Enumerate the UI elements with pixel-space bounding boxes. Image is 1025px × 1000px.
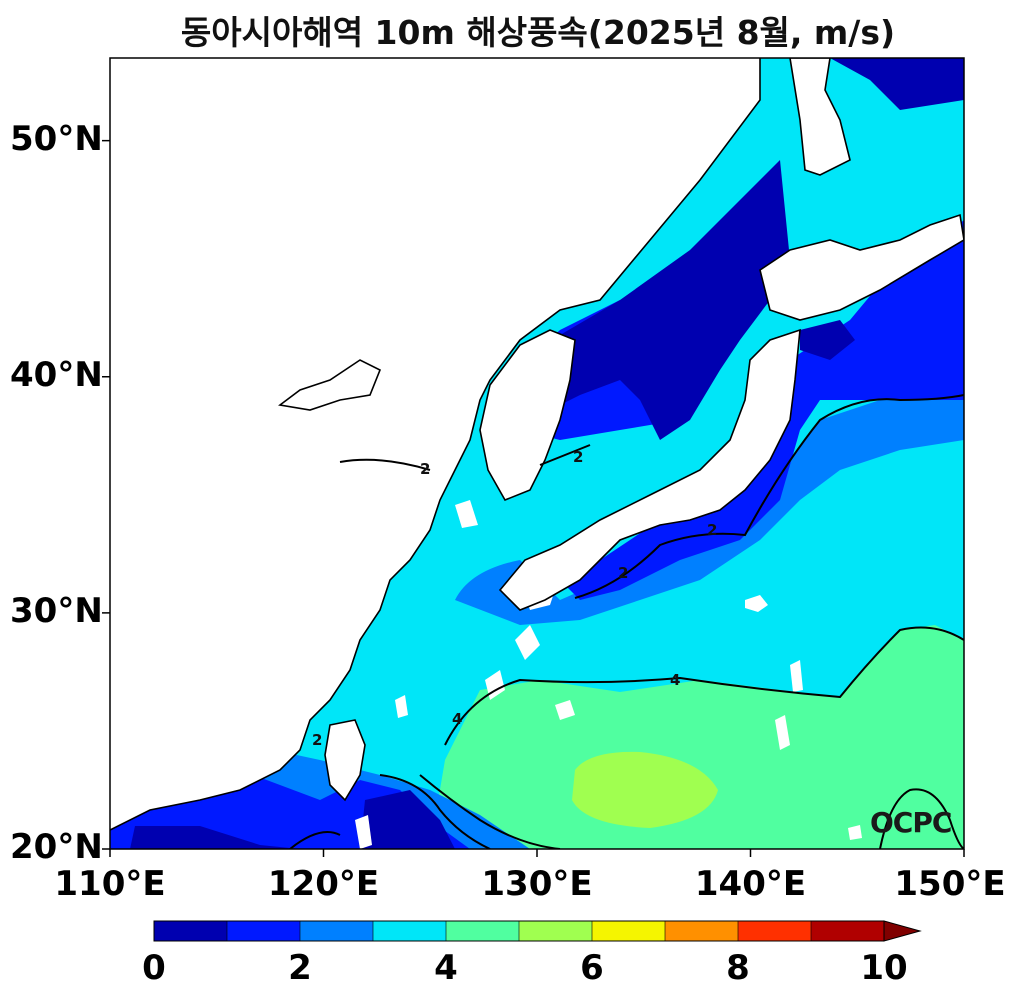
lon-tick-label: 120°E	[267, 864, 380, 904]
fill-band-4-5	[900, 785, 964, 849]
axis-ticks	[102, 139, 965, 857]
colorbar-segment	[665, 921, 738, 941]
land-island	[395, 695, 408, 718]
colorbar-tick-label: 2	[288, 948, 312, 988]
fill-band-2-3	[455, 400, 964, 625]
land-island	[455, 500, 478, 528]
lon-tick-label: 130°E	[481, 864, 593, 904]
lat-tick-label: 20°N	[10, 827, 103, 867]
colorbar-segment	[154, 921, 227, 941]
contour-label: 2	[618, 564, 628, 582]
colorbar-segment	[446, 921, 519, 941]
coastline-japan	[498, 328, 801, 611]
land-china	[110, 58, 760, 830]
coastline-taiwan	[324, 719, 366, 802]
contour-label: 2	[312, 731, 322, 749]
contour-line-2-east	[574, 394, 964, 599]
ocpc-logo: OCPC	[870, 806, 952, 839]
lat-tick-label: 40°N	[10, 354, 103, 395]
fill-band-1-2	[560, 58, 964, 600]
contour-label: 4	[452, 710, 462, 728]
colorbar-segment	[373, 921, 446, 941]
lat-tick-label: 30°N	[10, 590, 103, 631]
colorbar-tick-label: 4	[434, 948, 458, 988]
contour-line-2-yellowsea	[339, 458, 431, 471]
contour-label: 2	[420, 460, 430, 478]
land-island	[775, 715, 790, 750]
fill-band-5-6	[572, 751, 718, 828]
lon-tick-label: 110°E	[54, 864, 166, 904]
land-island	[848, 825, 862, 840]
colorbar-tick-label: 0	[142, 948, 166, 988]
contour-line-2-south	[379, 774, 491, 849]
contour-labels: 2 2 2 2 4 4 2	[312, 448, 717, 749]
lon-tick-label: 140°E	[694, 864, 807, 904]
colorbar-segment	[519, 921, 592, 941]
coastlines	[110, 58, 964, 831]
land-korea	[480, 330, 575, 500]
colorbar-extend-arrow	[883, 920, 922, 942]
contour-line-4	[444, 626, 964, 746]
map-title: 동아시아해역 10m 해상풍속(2025년 8월, m/s)	[180, 13, 896, 52]
land-japan	[500, 330, 800, 610]
colorbar-segment	[811, 921, 884, 941]
colorbar-segment	[592, 921, 665, 941]
lon-tick-label: 150°E	[894, 864, 1006, 904]
coastline-korea	[479, 329, 576, 502]
land-hokkaido	[760, 215, 964, 320]
land-island	[555, 700, 575, 720]
fill-band-0-1	[800, 58, 964, 360]
colorbar-tick-label: 6	[580, 948, 604, 988]
contour-line-4-south	[419, 774, 561, 849]
land-taiwan	[325, 720, 365, 800]
colorbar-tick-label: 10	[860, 948, 908, 988]
land-island	[745, 595, 768, 612]
contour-label: 4	[670, 671, 680, 689]
coastline-sakhalin	[789, 58, 851, 176]
fill-band-0-1	[500, 160, 790, 440]
land-island	[790, 660, 803, 692]
coastline-hokkaido	[759, 213, 964, 321]
contour-line-sw	[879, 788, 964, 849]
lat-tick-label: 50°N	[10, 118, 103, 159]
contour-line-low-south	[289, 831, 341, 849]
land-island	[355, 815, 372, 849]
land-island	[515, 625, 540, 660]
filled-contours	[110, 58, 964, 849]
land-sakhalin	[790, 58, 850, 175]
fill-band-0-1	[130, 790, 455, 849]
colorbar-segment	[300, 921, 373, 941]
coastline-bohai	[278, 359, 382, 411]
contour-line-2-eastsea	[539, 444, 591, 466]
colorbar-segment	[738, 921, 811, 941]
contour-label: 2	[707, 521, 717, 539]
fill-band-4-5	[430, 625, 964, 849]
colorbar-segment	[227, 921, 300, 941]
coastline-china	[110, 58, 761, 831]
contour-lines	[289, 394, 964, 849]
colorbar-tick-label: 8	[726, 948, 750, 988]
contour-label: 2	[573, 448, 583, 466]
colorbar	[153, 920, 922, 942]
